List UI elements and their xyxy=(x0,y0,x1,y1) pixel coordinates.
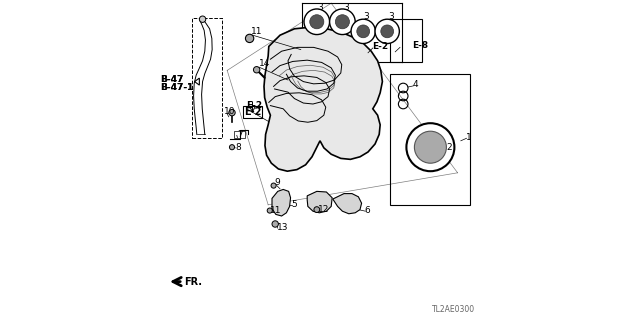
Circle shape xyxy=(415,131,447,163)
Polygon shape xyxy=(264,27,383,171)
Polygon shape xyxy=(272,189,291,216)
Text: 4: 4 xyxy=(413,80,419,89)
Text: 12: 12 xyxy=(319,205,330,214)
Circle shape xyxy=(268,208,273,213)
Text: 2: 2 xyxy=(447,143,452,152)
Text: 3: 3 xyxy=(364,12,369,21)
Text: 7: 7 xyxy=(237,130,243,139)
Text: 11: 11 xyxy=(270,206,282,215)
Circle shape xyxy=(330,9,355,35)
Polygon shape xyxy=(307,191,332,213)
Circle shape xyxy=(335,15,349,29)
Circle shape xyxy=(272,221,278,227)
Text: 14: 14 xyxy=(259,60,270,68)
Circle shape xyxy=(271,183,276,188)
Circle shape xyxy=(253,67,260,73)
Circle shape xyxy=(200,16,206,22)
Circle shape xyxy=(314,207,320,212)
Text: B-47-1: B-47-1 xyxy=(160,83,193,92)
Text: 9: 9 xyxy=(275,178,280,187)
Text: E-2: E-2 xyxy=(372,42,388,51)
Polygon shape xyxy=(333,194,362,214)
Text: E-8: E-8 xyxy=(412,41,428,50)
Circle shape xyxy=(375,19,399,44)
Circle shape xyxy=(304,9,330,35)
Circle shape xyxy=(229,109,236,116)
Text: 10: 10 xyxy=(224,108,236,116)
Circle shape xyxy=(357,25,370,38)
Text: 13: 13 xyxy=(277,223,288,232)
Text: B-47: B-47 xyxy=(160,76,184,84)
Text: 3: 3 xyxy=(317,3,323,12)
Text: FR.: FR. xyxy=(184,276,202,287)
Text: 5: 5 xyxy=(291,200,297,209)
Circle shape xyxy=(310,15,324,29)
Text: 3: 3 xyxy=(343,3,349,12)
Text: TL2AE0300: TL2AE0300 xyxy=(432,305,475,314)
Text: E-2: E-2 xyxy=(246,101,262,110)
Text: 3: 3 xyxy=(388,12,394,21)
Text: 11: 11 xyxy=(251,28,262,36)
Circle shape xyxy=(381,25,394,38)
Circle shape xyxy=(406,123,454,171)
Circle shape xyxy=(246,34,254,43)
Text: B-47: B-47 xyxy=(160,76,184,84)
Circle shape xyxy=(230,145,235,150)
Text: E-2: E-2 xyxy=(244,107,261,117)
Text: 6: 6 xyxy=(365,206,371,215)
Text: B-47-1: B-47-1 xyxy=(160,84,193,92)
Circle shape xyxy=(351,19,375,44)
Text: 8: 8 xyxy=(236,143,241,152)
Text: 1: 1 xyxy=(466,133,471,142)
